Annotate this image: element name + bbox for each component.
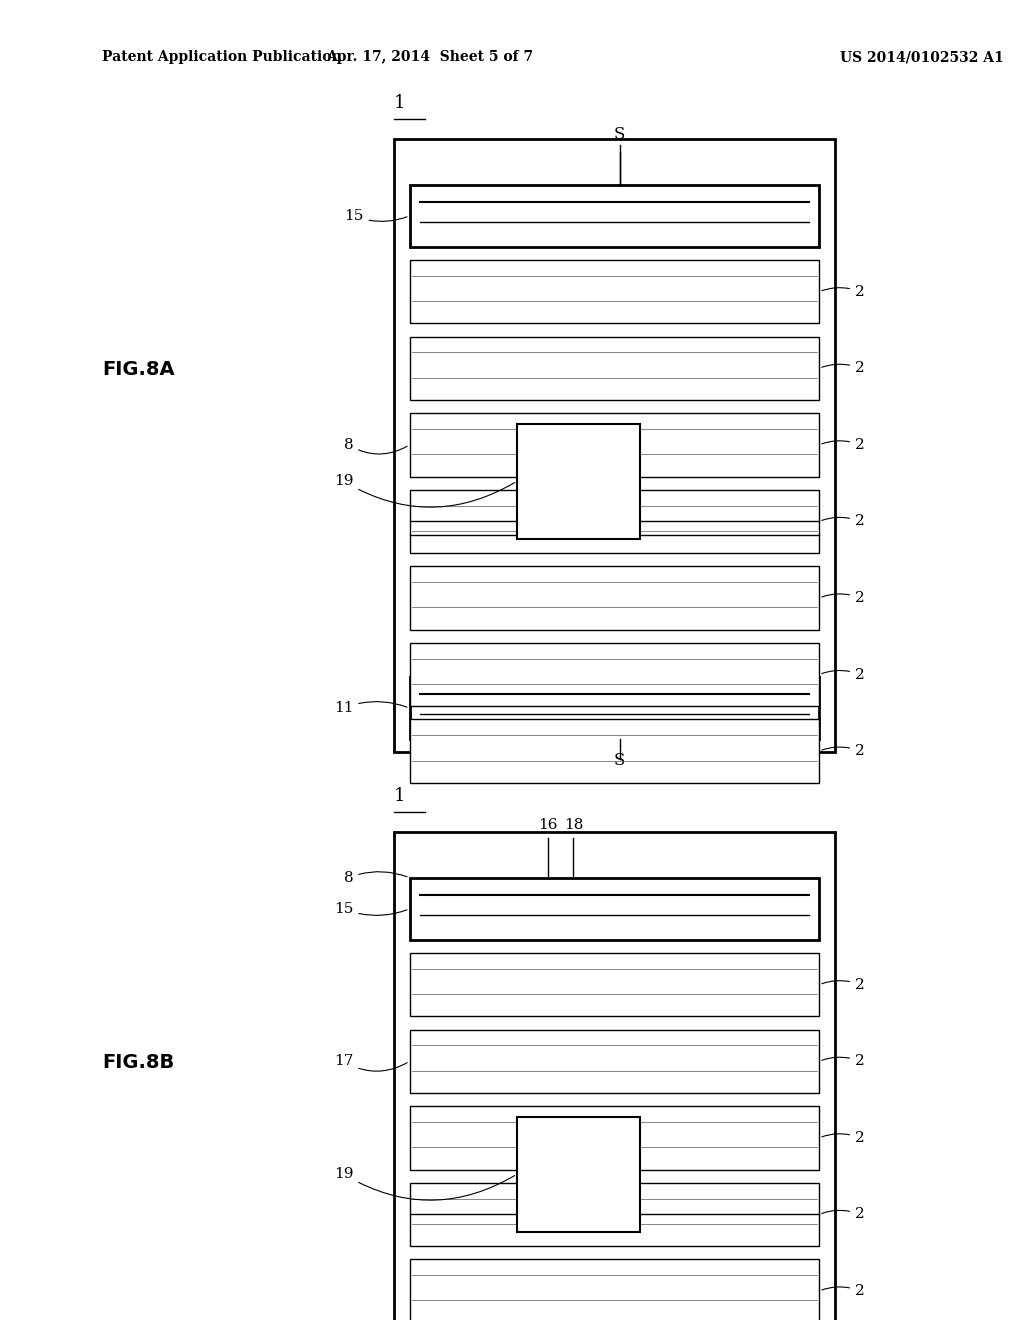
Bar (410, 643, 819, 706)
Text: 2: 2 (822, 1208, 865, 1221)
Text: 15: 15 (334, 902, 407, 916)
Text: 8: 8 (344, 438, 408, 454)
Text: 19: 19 (334, 474, 515, 507)
Text: 15: 15 (344, 209, 407, 223)
Text: 2: 2 (822, 362, 865, 375)
Bar (410, 490, 819, 553)
Bar (410, 413, 819, 477)
Text: 2: 2 (822, 978, 865, 991)
Text: 2: 2 (822, 285, 865, 298)
Bar (410, 1259, 819, 1320)
Bar (410, 260, 819, 323)
Text: US 2014/0102532 A1: US 2014/0102532 A1 (840, 50, 1004, 65)
Text: 11: 11 (334, 701, 407, 715)
Bar (410, 337, 819, 400)
Text: 2: 2 (822, 438, 865, 451)
Text: 1: 1 (394, 787, 406, 805)
Bar (394, 139, 835, 752)
Text: 2: 2 (822, 744, 865, 758)
Text: FIG.8A: FIG.8A (102, 360, 175, 379)
Text: 1: 1 (394, 94, 406, 112)
Bar (410, 1030, 819, 1093)
Text: 2: 2 (822, 1055, 865, 1068)
Text: 8: 8 (344, 871, 407, 884)
Text: S: S (613, 125, 626, 143)
Bar (410, 677, 819, 739)
Text: 16: 16 (538, 817, 558, 832)
Bar (410, 878, 819, 940)
Bar (410, 1106, 819, 1170)
Text: 2: 2 (822, 1131, 865, 1144)
Text: 19: 19 (334, 1167, 515, 1200)
Bar (410, 719, 819, 783)
Text: Apr. 17, 2014  Sheet 5 of 7: Apr. 17, 2014 Sheet 5 of 7 (327, 50, 534, 65)
Text: 2: 2 (822, 1284, 865, 1298)
Bar (517, 1117, 640, 1232)
Text: S: S (613, 752, 626, 770)
Bar (517, 424, 640, 539)
Bar (394, 832, 835, 1320)
Text: 18: 18 (564, 817, 583, 832)
Bar (410, 953, 819, 1016)
Text: Patent Application Publication: Patent Application Publication (102, 50, 342, 65)
Text: 17: 17 (334, 1055, 408, 1072)
Bar (410, 185, 819, 247)
Text: FIG.8B: FIG.8B (102, 1053, 175, 1072)
Bar (410, 1183, 819, 1246)
Text: 2: 2 (822, 668, 865, 681)
Bar (410, 566, 819, 630)
Text: 2: 2 (822, 591, 865, 605)
Text: 2: 2 (822, 515, 865, 528)
